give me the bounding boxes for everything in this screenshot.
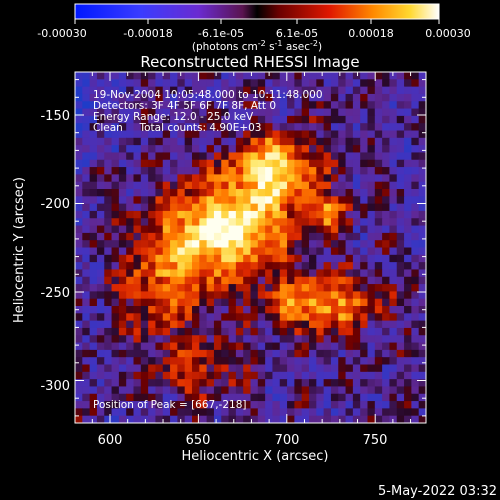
colorbar-tick-label: 0.00018 [348, 27, 394, 40]
x-tick-labels: 600 650 700 750 [98, 433, 388, 448]
info-peak-position: Position of Peak = [667,-218] [93, 399, 247, 411]
colorbar [74, 3, 440, 20]
colorbar-tick-label: -0.00018 [123, 27, 172, 40]
y-tick-label: -250 [40, 286, 70, 301]
footer-timestamp: 5-May-2022 03:32 [378, 484, 497, 499]
colorbar-tick-label: 0.00030 [425, 27, 471, 40]
image-info-text: 19-Nov-2004 10:05:48.000 to 10:11:48.000… [93, 89, 323, 411]
info-clean-counts: Clean Total counts: 4.90E+03 [93, 122, 262, 134]
colorbar-tick-labels: -0.00030 -0.00018 -6.1e-05 6.1e-05 0.000… [37, 27, 470, 40]
info-detectors: Detectors: 3F 4F 5F 6F 7F 8F, Att 0 [93, 100, 276, 112]
x-tick-label: 600 [98, 433, 123, 448]
colorbar-units: (photons cm-2 s-1 asec-2) [192, 39, 322, 53]
x-tick-label: 700 [275, 433, 300, 448]
plot-title: Reconstructed RHESSI Image [140, 53, 359, 71]
plot-frame [74, 71, 427, 424]
x-tick-label: 650 [186, 433, 211, 448]
y-tick-label: -200 [40, 197, 70, 212]
y-axis-label: Heliocentric Y (arcsec) [12, 177, 27, 323]
colorbar-tick-label: -6.1e-05 [198, 27, 244, 40]
x-axis-label: Heliocentric X (arcsec) [182, 449, 329, 464]
y-tick-label: -150 [40, 109, 70, 124]
colorbar-tick-label: 6.1e-05 [276, 27, 318, 40]
info-time-range: 19-Nov-2004 10:05:48.000 to 10:11:48.000 [93, 89, 323, 101]
axis-ticks [75, 72, 426, 423]
y-tick-label: -300 [40, 379, 70, 394]
info-energy-range: Energy Range: 12.0 - 25.0 keV [93, 111, 254, 123]
colorbar-tick-label: -0.00030 [37, 27, 86, 40]
heatmap-image [75, 72, 426, 423]
colorbar-ticks [74, 19, 440, 24]
heatmap-pixels [75, 72, 426, 423]
x-tick-label: 750 [363, 433, 388, 448]
y-tick-labels: -150 -200 -250 -300 [40, 109, 70, 394]
